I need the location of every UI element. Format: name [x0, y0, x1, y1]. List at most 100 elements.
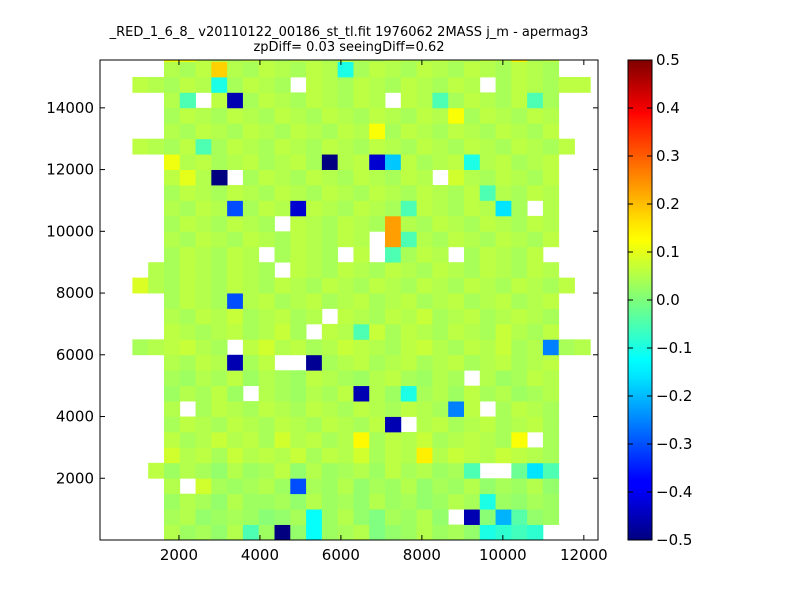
- heatmap-cell: [448, 231, 465, 248]
- heatmap-cell: [385, 138, 402, 155]
- heatmap-cell: [432, 447, 449, 464]
- heatmap-cell: [258, 370, 275, 387]
- heatmap-cell: [400, 61, 418, 78]
- colorbar-tick-label: −0.2: [656, 387, 692, 405]
- heatmap-cell: [211, 323, 228, 340]
- y-tick-label: 4000: [56, 408, 94, 426]
- heatmap-cell: [385, 308, 402, 325]
- heatmap-cell: [306, 385, 323, 402]
- heatmap-cell: [479, 200, 496, 217]
- heatmap-cell: [179, 123, 196, 140]
- heatmap-cell: [448, 169, 465, 186]
- heatmap-cell: [242, 416, 260, 433]
- heatmap-cell: [527, 385, 544, 402]
- heatmap-cell: [511, 478, 528, 495]
- heatmap-cell: [448, 293, 465, 309]
- heatmap-cell: [163, 354, 181, 371]
- heatmap-cell: [148, 138, 165, 155]
- heatmap-cell: [527, 61, 544, 78]
- heatmap-cell: [432, 262, 449, 279]
- heatmap-cell: [400, 277, 418, 294]
- heatmap-cell: [321, 339, 339, 356]
- heatmap-cell: [337, 308, 354, 325]
- heatmap-cell: [148, 76, 165, 93]
- heatmap-cell: [542, 462, 560, 479]
- heatmap-cell: [321, 107, 339, 124]
- heatmap-cell: [195, 385, 212, 402]
- heatmap-cell: [432, 277, 449, 294]
- heatmap-cell: [463, 462, 481, 479]
- heatmap-cell: [242, 462, 260, 479]
- heatmap-cell: [274, 76, 291, 93]
- heatmap-cell: [306, 370, 323, 387]
- y-tick-label: 12000: [46, 161, 94, 179]
- heatmap-cell: [306, 431, 323, 448]
- heatmap-cell: [463, 277, 481, 294]
- heatmap-cell: [495, 354, 512, 371]
- heatmap-cell: [369, 339, 386, 356]
- heatmap-cell: [242, 478, 260, 495]
- heatmap-cell: [306, 401, 323, 417]
- y-tick-label: 14000: [46, 99, 94, 117]
- heatmap-cell: [274, 416, 291, 433]
- heatmap-cell: [290, 293, 307, 309]
- heatmap-cell: [416, 185, 433, 201]
- heatmap-cell: [211, 215, 228, 232]
- heatmap-cell: [463, 185, 481, 201]
- heatmap-cell: [242, 215, 260, 232]
- heatmap-cell: [227, 416, 244, 433]
- heatmap-cell: [542, 92, 560, 109]
- heatmap-cell: [400, 431, 418, 448]
- heatmap-cell: [448, 61, 465, 78]
- heatmap-cell: [463, 92, 481, 109]
- heatmap-cell: [163, 385, 181, 402]
- heatmap-cell: [211, 107, 228, 124]
- heatmap-cell: [416, 462, 433, 479]
- heatmap-cell: [306, 354, 323, 371]
- heatmap-cell: [495, 385, 512, 402]
- heatmap-cell: [416, 308, 433, 325]
- heatmap-cell: [211, 462, 228, 479]
- heatmap-cell: [527, 462, 544, 479]
- heatmap-cell: [258, 416, 275, 433]
- heatmap-cell: [227, 246, 244, 263]
- heatmap-cell: [211, 61, 228, 78]
- heatmap-cell: [195, 107, 212, 124]
- heatmap-cell: [195, 246, 212, 263]
- heatmap-cell: [463, 416, 481, 433]
- heatmap-cell: [321, 123, 339, 140]
- heatmap-cell: [227, 524, 244, 541]
- heatmap-cell: [448, 431, 465, 448]
- heatmap-cell: [148, 339, 165, 356]
- heatmap-cell: [479, 138, 496, 155]
- heatmap-cell: [527, 76, 544, 93]
- heatmap-cell: [416, 169, 433, 186]
- heatmap-cell: [274, 401, 291, 417]
- heatmap-cell: [353, 339, 370, 356]
- heatmap-cell: [163, 293, 181, 309]
- heatmap-cell: [163, 123, 181, 140]
- heatmap-cell: [227, 107, 244, 124]
- heatmap-cell: [432, 401, 449, 417]
- heatmap-cell: [400, 76, 418, 93]
- heatmap-cell: [306, 200, 323, 217]
- heatmap-cell: [195, 169, 212, 186]
- heatmap-cell: [179, 509, 196, 525]
- heatmap-cell: [448, 401, 465, 417]
- heatmap-cell: [274, 323, 291, 340]
- heatmap-cell: [479, 293, 496, 309]
- heatmap-cell: [195, 277, 212, 294]
- heatmap-cell: [542, 277, 560, 294]
- heatmap-cell: [400, 185, 418, 201]
- heatmap-cell: [353, 92, 370, 109]
- chart-title: _RED_1_6_8_ v20110122_00186_st_tl.fit 19…: [109, 25, 589, 40]
- heatmap-cell: [227, 92, 244, 109]
- heatmap-cell: [211, 293, 228, 309]
- heatmap-cell: [258, 231, 275, 248]
- heatmap-cell: [179, 323, 196, 340]
- heatmap-cell: [258, 293, 275, 309]
- heatmap-cell: [179, 262, 196, 279]
- heatmap-cell: [400, 231, 418, 248]
- heatmap-cell: [353, 370, 370, 387]
